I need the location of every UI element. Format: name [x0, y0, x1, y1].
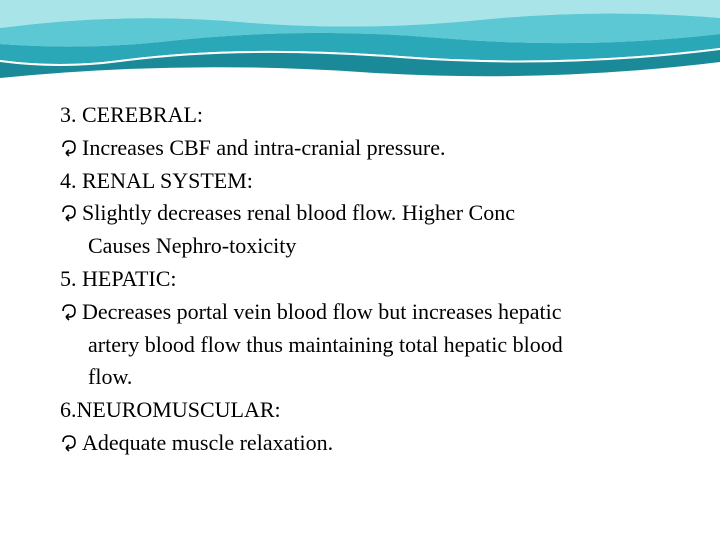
section-heading: 6.NEUROMUSCULAR: [60, 395, 670, 426]
loop-bullet-icon [60, 202, 80, 222]
bullet-text: Adequate muscle relaxation. [82, 428, 670, 459]
heading-text: 6.NEUROMUSCULAR: [60, 395, 670, 426]
loop-bullet-icon [60, 137, 80, 157]
heading-text: 3. CEREBRAL: [60, 100, 670, 131]
section-heading: 5. HEPATIC: [60, 264, 670, 295]
continuation-line: flow. [60, 362, 670, 393]
slide-content: 3. CEREBRAL: Increases CBF and intra-cra… [60, 100, 670, 461]
bullet-line: Increases CBF and intra-cranial pressure… [60, 133, 670, 164]
bullet-line: Slightly decreases renal blood flow. Hig… [60, 198, 670, 229]
wave-decoration [0, 0, 720, 90]
heading-text: 5. HEPATIC: [60, 264, 670, 295]
bullet-text: Decreases portal vein blood flow but inc… [82, 297, 670, 328]
continuation-line: Causes Nephro-toxicity [60, 231, 670, 262]
loop-bullet-icon [60, 301, 80, 321]
bullet-text: Slightly decreases renal blood flow. Hig… [82, 198, 670, 229]
continuation-line: artery blood flow thus maintaining total… [60, 330, 670, 361]
section-heading: 3. CEREBRAL: [60, 100, 670, 131]
section-heading: 4. RENAL SYSTEM: [60, 166, 670, 197]
bullet-line: Decreases portal vein blood flow but inc… [60, 297, 670, 328]
continuation-text: Causes Nephro-toxicity [88, 231, 670, 262]
bullet-text: Increases CBF and intra-cranial pressure… [82, 133, 670, 164]
loop-bullet-icon [60, 432, 80, 452]
bullet-line: Adequate muscle relaxation. [60, 428, 670, 459]
continuation-text: flow. [88, 362, 670, 393]
continuation-text: artery blood flow thus maintaining total… [88, 330, 670, 361]
heading-text: 4. RENAL SYSTEM: [60, 166, 670, 197]
